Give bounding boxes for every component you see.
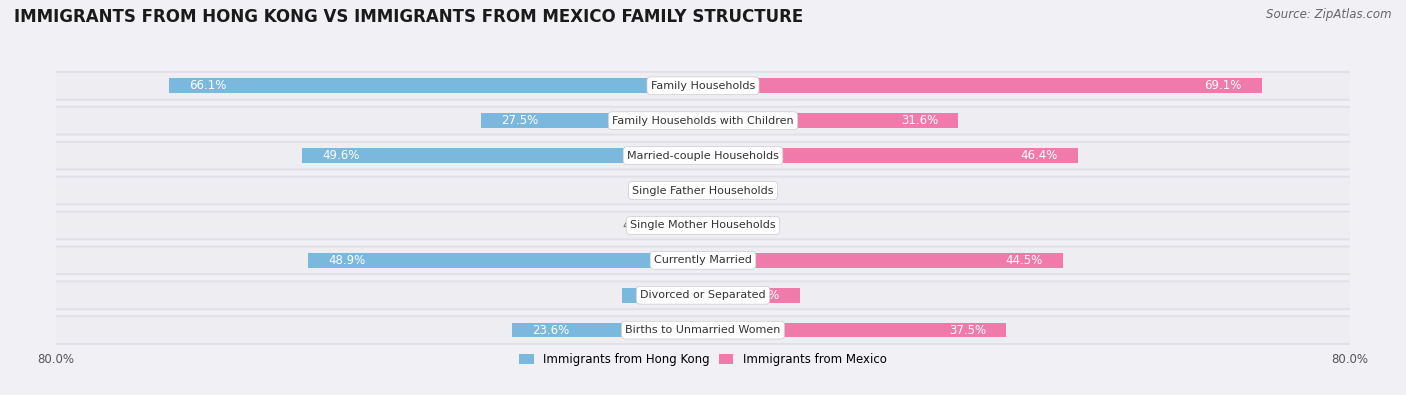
Text: Married-couple Households: Married-couple Households: [627, 150, 779, 161]
Text: 69.1%: 69.1%: [1204, 79, 1241, 92]
Bar: [302, 148, 703, 163]
Text: Single Father Households: Single Father Households: [633, 186, 773, 196]
Bar: [689, 183, 703, 198]
Text: 10.0%: 10.0%: [643, 289, 679, 302]
Text: Family Households with Children: Family Households with Children: [612, 116, 794, 126]
FancyBboxPatch shape: [48, 317, 1358, 343]
Bar: [703, 218, 769, 233]
Text: 8.2%: 8.2%: [720, 219, 749, 232]
Text: Births to Unmarried Women: Births to Unmarried Women: [626, 325, 780, 335]
Text: Single Mother Households: Single Mother Households: [630, 220, 776, 230]
Text: 31.6%: 31.6%: [901, 114, 938, 127]
Bar: [308, 253, 703, 268]
FancyBboxPatch shape: [48, 176, 1358, 205]
FancyBboxPatch shape: [48, 213, 1358, 238]
Bar: [703, 113, 959, 128]
Bar: [703, 79, 1261, 93]
Text: IMMIGRANTS FROM HONG KONG VS IMMIGRANTS FROM MEXICO FAMILY STRUCTURE: IMMIGRANTS FROM HONG KONG VS IMMIGRANTS …: [14, 8, 803, 26]
Text: 46.4%: 46.4%: [1021, 149, 1057, 162]
FancyBboxPatch shape: [48, 108, 1358, 134]
Bar: [703, 288, 800, 303]
Legend: Immigrants from Hong Kong, Immigrants from Mexico: Immigrants from Hong Kong, Immigrants fr…: [519, 353, 887, 366]
FancyBboxPatch shape: [48, 178, 1358, 203]
Bar: [169, 79, 703, 93]
Bar: [703, 148, 1078, 163]
Bar: [481, 113, 703, 128]
Bar: [621, 288, 703, 303]
Text: Currently Married: Currently Married: [654, 255, 752, 265]
Text: 48.9%: 48.9%: [328, 254, 366, 267]
Text: 37.5%: 37.5%: [949, 324, 986, 337]
Text: Divorced or Separated: Divorced or Separated: [640, 290, 766, 300]
Bar: [664, 218, 703, 233]
Text: 23.6%: 23.6%: [533, 324, 569, 337]
FancyBboxPatch shape: [48, 71, 1358, 101]
Bar: [512, 323, 703, 337]
Text: Source: ZipAtlas.com: Source: ZipAtlas.com: [1267, 8, 1392, 21]
FancyBboxPatch shape: [48, 315, 1358, 345]
FancyBboxPatch shape: [48, 280, 1358, 310]
FancyBboxPatch shape: [48, 282, 1358, 308]
FancyBboxPatch shape: [48, 143, 1358, 169]
Text: 1.8%: 1.8%: [647, 184, 676, 197]
Text: 12.0%: 12.0%: [742, 289, 780, 302]
FancyBboxPatch shape: [48, 246, 1358, 275]
Text: 49.6%: 49.6%: [322, 149, 360, 162]
FancyBboxPatch shape: [48, 211, 1358, 240]
Bar: [703, 183, 727, 198]
Text: 3.0%: 3.0%: [740, 184, 769, 197]
FancyBboxPatch shape: [48, 106, 1358, 135]
Text: 44.5%: 44.5%: [1005, 254, 1043, 267]
Text: 4.8%: 4.8%: [623, 219, 652, 232]
Text: 27.5%: 27.5%: [501, 114, 538, 127]
FancyBboxPatch shape: [48, 73, 1358, 99]
Bar: [703, 323, 1007, 337]
Text: 66.1%: 66.1%: [188, 79, 226, 92]
FancyBboxPatch shape: [48, 247, 1358, 273]
Bar: [703, 253, 1063, 268]
Text: Family Households: Family Households: [651, 81, 755, 91]
FancyBboxPatch shape: [48, 141, 1358, 171]
